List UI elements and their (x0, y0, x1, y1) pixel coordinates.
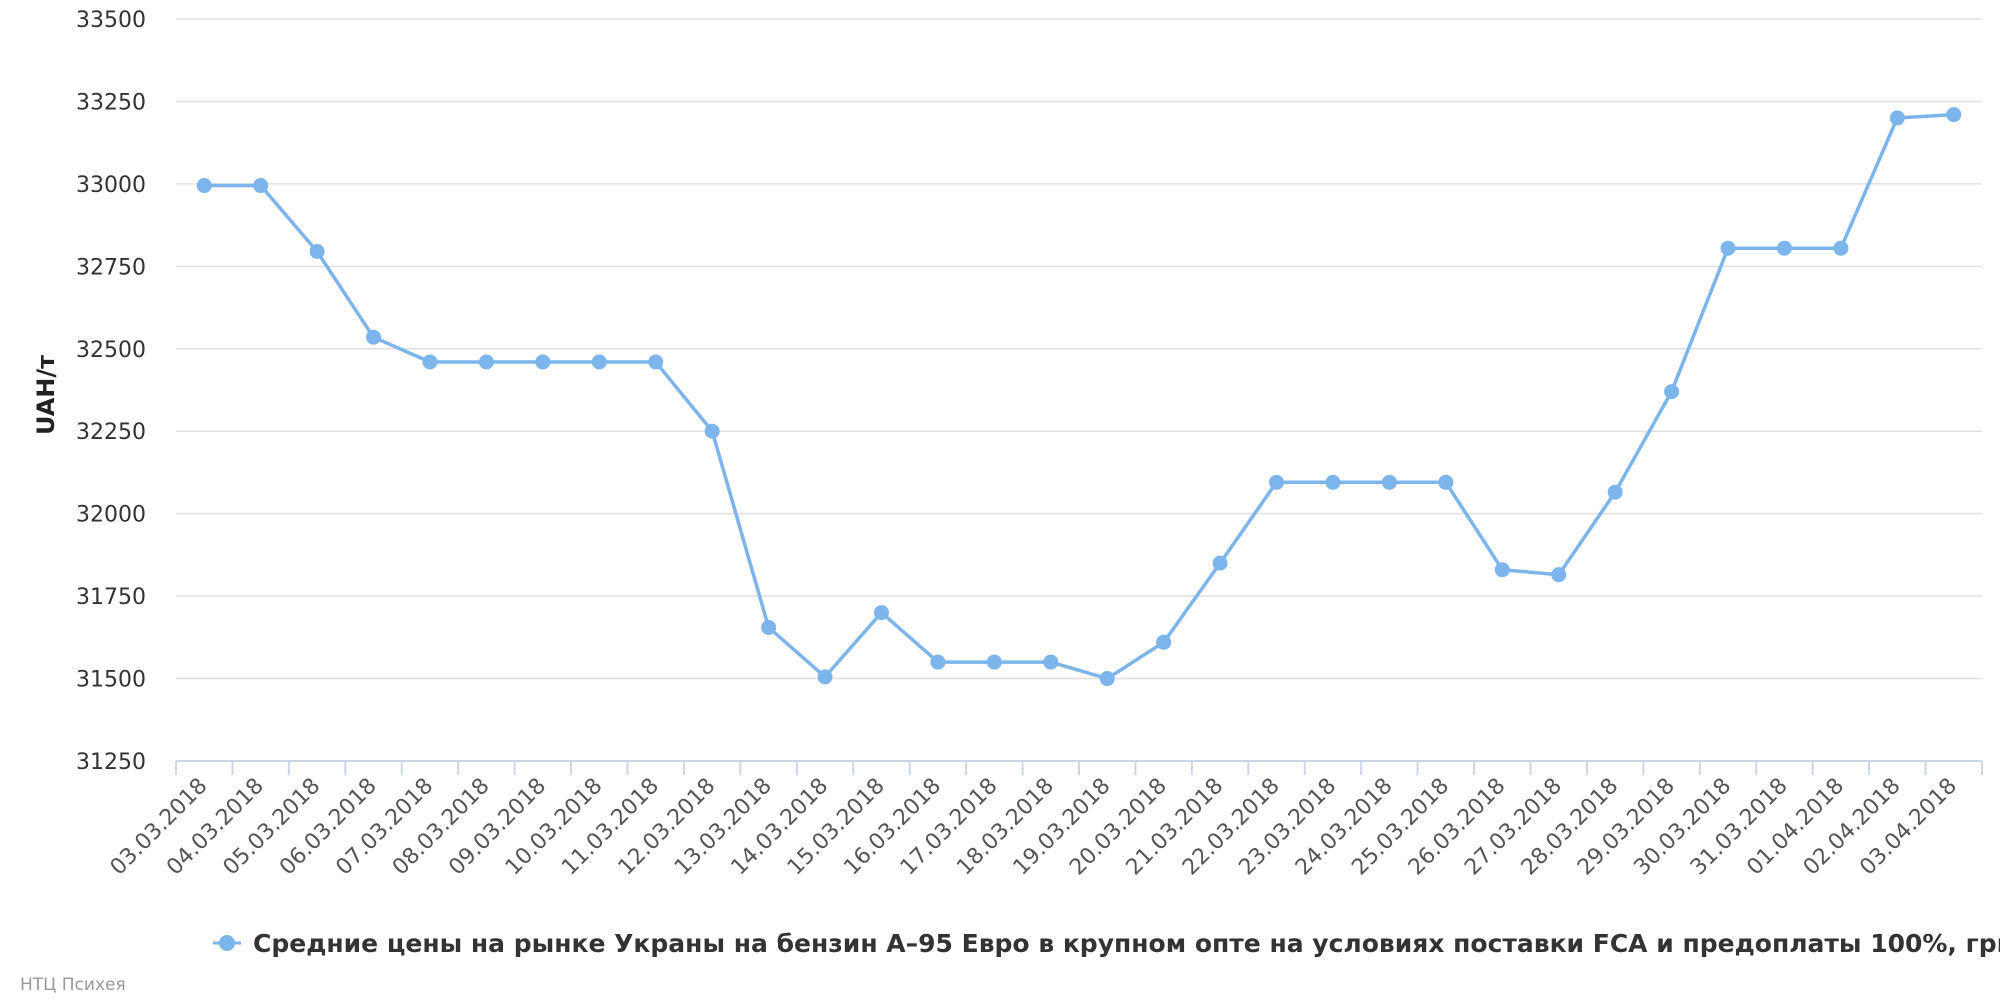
data-point[interactable] (930, 654, 946, 670)
data-point[interactable] (986, 654, 1002, 670)
data-point[interactable] (648, 354, 664, 370)
data-point[interactable] (309, 243, 325, 259)
y-tick-label: 32250 (76, 420, 146, 445)
data-point[interactable] (704, 423, 720, 439)
data-point[interactable] (1212, 555, 1228, 571)
data-point[interactable] (1720, 240, 1736, 256)
y-tick-label: 31750 (76, 585, 146, 610)
y-tick-label: 32750 (76, 255, 146, 280)
x-tick-label: 03.03.2018 (106, 774, 213, 881)
data-point[interactable] (817, 669, 833, 685)
data-point[interactable] (1889, 110, 1905, 126)
y-tick-label: 33250 (76, 90, 146, 115)
data-point[interactable] (591, 354, 607, 370)
data-point[interactable] (253, 178, 269, 194)
y-tick-label: 33000 (76, 173, 146, 198)
data-point[interactable] (1494, 562, 1510, 578)
data-point[interactable] (1607, 484, 1623, 500)
data-point[interactable] (873, 605, 889, 621)
legend-marker (219, 935, 235, 951)
data-point[interactable] (535, 354, 551, 370)
data-point[interactable] (1833, 240, 1849, 256)
data-point[interactable] (1946, 107, 1962, 123)
y-axis-label: UAH/т (32, 355, 60, 435)
data-point[interactable] (422, 354, 438, 370)
y-tick-label: 32000 (76, 503, 146, 528)
data-point[interactable] (366, 329, 382, 345)
y-tick-label: 31250 (76, 750, 146, 775)
data-point[interactable] (1325, 474, 1341, 490)
data-point[interactable] (1156, 634, 1172, 650)
legend-label[interactable]: Средние цены на рынке Украны на бензин А… (253, 929, 2000, 958)
data-point[interactable] (1269, 474, 1285, 490)
data-point[interactable] (761, 619, 777, 635)
data-point[interactable] (1099, 671, 1115, 687)
y-axis-ticks: 31250 31500 31750 32000 32250 32500 32750 33000… (76, 8, 146, 775)
y-tick-label: 33500 (76, 8, 146, 33)
legend[interactable]: Средние цены на рынке Украны на бензин А… (213, 929, 2000, 958)
y-tick-label: 31500 (76, 668, 146, 693)
data-point[interactable] (196, 178, 212, 194)
data-point[interactable] (1551, 567, 1567, 583)
y-tick-label: 32500 (76, 338, 146, 363)
series-line-path (204, 112, 1954, 681)
data-point[interactable] (1438, 474, 1454, 490)
data-point[interactable] (1776, 240, 1792, 256)
chart-credit[interactable]: НТЦ Психея (20, 975, 126, 995)
series-line (196, 107, 1962, 687)
grid-lines (176, 18, 1982, 680)
data-point[interactable] (1664, 384, 1680, 400)
data-point[interactable] (478, 354, 494, 370)
data-point[interactable] (1381, 474, 1397, 490)
x-axis-ticks: 03.03.201804.03.201805.03.201806.03.2018… (106, 774, 1962, 881)
data-point[interactable] (1043, 654, 1059, 670)
x-axis (175, 760, 1983, 775)
